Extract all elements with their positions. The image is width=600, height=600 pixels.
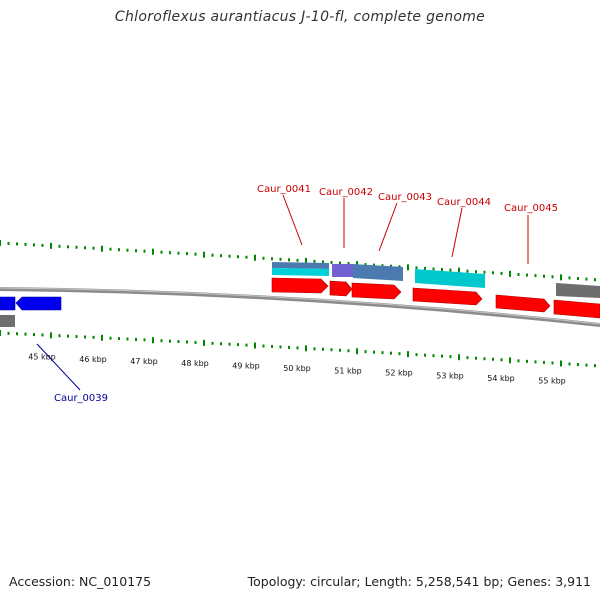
scale-label: 51 kbp [334,366,362,375]
gene-leader-line [378,202,398,252]
scale-label: 53 kbp [436,371,464,380]
genome-backbone [0,287,600,327]
scale-track: 45 kbp 46 kbp 47 kbp 48 kbp 49 kbp 50 kbp 51 k… [28,353,566,386]
gene-label-caur-0039[interactable]: Caur_0039 [54,393,108,404]
forward-cds-arrow[interactable] [329,280,353,297]
scale-label: 55 kbp [538,376,566,385]
gene-leader-line [451,207,463,258]
gene-leader-line [36,343,81,391]
scale-label: 46 kbp [79,355,107,364]
feature-block[interactable] [0,315,15,327]
gene-label-caur-0041[interactable]: Caur_0041 [257,184,311,195]
scale-label: 45 kbp [28,353,56,362]
feature-block[interactable] [272,262,329,269]
genome-backbone-highlight [0,287,600,325]
gene-leader-line [282,194,303,246]
gene-labels: Caur_0041 Caur_0042 Caur_0043 Caur_0044 … [36,184,558,404]
forward-cds-arrow[interactable] [271,277,329,294]
gene-label-caur-0045[interactable]: Caur_0045 [504,203,558,214]
gene-label-caur-0044[interactable]: Caur_0044 [437,197,491,208]
feature-block[interactable] [332,264,353,277]
forward-cds-arrow[interactable] [495,294,551,313]
forward-cds-arrow[interactable] [351,282,402,300]
reverse-cds-track [0,296,62,327]
scale-label: 48 kbp [181,359,209,368]
scale-label: 49 kbp [232,362,260,371]
forward-cds-arrow[interactable] [412,287,483,306]
map-title: Chloroflexus aurantiacus J-10-fl, comple… [114,9,486,25]
scale-label: 50 kbp [283,364,311,373]
scale-label: 52 kbp [385,369,413,378]
feature-block[interactable] [556,283,600,298]
gene-label-caur-0043[interactable]: Caur_0043 [378,192,432,203]
forward-cds-track [271,277,600,319]
scale-label: 47 kbp [130,357,158,366]
gene-label-caur-0042[interactable]: Caur_0042 [319,187,373,198]
accession-text: Accession: NC_010175 [9,574,152,589]
reverse-cds-arrow[interactable] [15,296,62,311]
feature-block[interactable] [353,264,403,281]
gc-skew-track-top [0,240,596,282]
reverse-cds-arrow[interactable] [0,296,16,311]
genome-summary-text: Topology: circular; Length: 5,258,541 bp… [247,574,591,589]
forward-cds-arrow[interactable] [553,299,600,319]
feature-block[interactable] [272,268,329,276]
scale-label: 54 kbp [487,374,515,383]
feature-track-upper [272,262,600,298]
feature-block[interactable] [415,269,485,288]
gc-skew-track-bottom [0,330,596,368]
